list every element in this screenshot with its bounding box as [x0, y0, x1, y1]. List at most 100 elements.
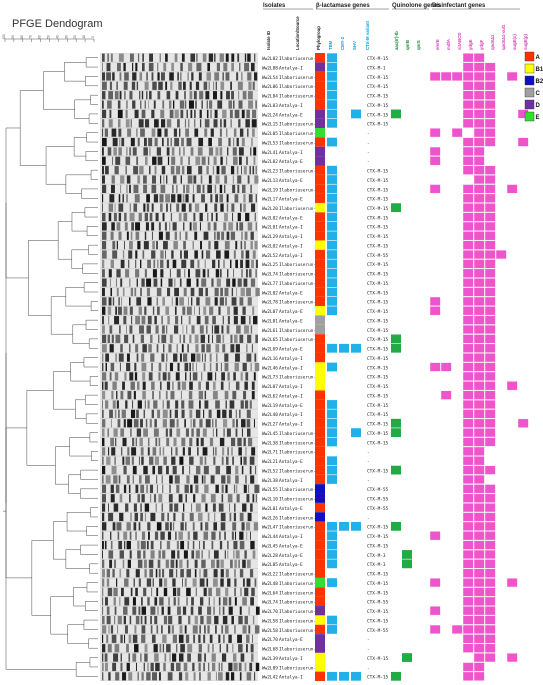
gel-band	[153, 644, 158, 653]
gel-band	[135, 62, 138, 72]
gel-band	[242, 578, 245, 587]
gel-band	[132, 400, 134, 409]
gel-band	[215, 625, 217, 634]
dendrogram-branch	[90, 301, 98, 311]
gel-band	[130, 287, 134, 297]
gel-band	[171, 250, 174, 259]
gel-band	[227, 550, 229, 559]
isolate-location: Antalya-I	[279, 534, 303, 540]
gel-band	[200, 437, 204, 447]
gel-band	[247, 559, 251, 568]
gel-band	[201, 475, 204, 484]
gel-band	[110, 531, 112, 540]
gel-band	[127, 419, 133, 428]
disinfectant-cell	[484, 296, 496, 306]
gel-band	[149, 147, 151, 156]
isolate-location: Ilaboriuserun-I	[279, 468, 319, 474]
gel-band	[250, 231, 254, 240]
gel-band	[174, 137, 180, 147]
tem-cell	[327, 109, 337, 119]
gel-band	[124, 597, 130, 606]
gel-band	[199, 456, 203, 465]
gel-band	[184, 578, 187, 587]
gel-band	[225, 672, 230, 681]
gel-band	[128, 250, 133, 259]
gel-band	[126, 644, 129, 653]
gel-lane	[100, 222, 258, 231]
gel-band	[210, 128, 214, 137]
gel-band	[144, 503, 150, 512]
ctxm-variant: CTX-M-55	[367, 628, 389, 634]
gel-band	[199, 325, 204, 334]
gel-band	[219, 531, 221, 540]
gel-band	[231, 672, 235, 681]
dendrogram-branch	[5, 352, 77, 670]
gel-band	[222, 606, 225, 615]
gel-band	[162, 419, 167, 428]
gel-band	[176, 184, 178, 193]
gel-band	[138, 475, 142, 484]
isolate-row: Ww2L52 Ilaboriuserun-I CTX-M-15	[262, 465, 496, 475]
gel-band	[208, 241, 211, 250]
gel-band	[176, 419, 179, 428]
isolate-row: Ww2L29 Antalya-I CTX-M-15	[262, 231, 496, 241]
gel-band	[251, 137, 253, 147]
gel-band	[206, 72, 212, 81]
gel-band	[213, 569, 218, 578]
gel-band	[102, 409, 104, 418]
isolate-row: Ww2L47 Ilaboriuserun-I CTX-M-15	[262, 521, 496, 532]
gel-band	[186, 184, 190, 193]
isolate-id: Ww2L01	[262, 318, 278, 324]
gel-band	[132, 334, 135, 343]
gel-band	[207, 62, 211, 72]
gel-band	[105, 475, 111, 484]
gel-band	[236, 137, 239, 147]
gel-band	[230, 119, 232, 128]
gel-band	[226, 325, 230, 334]
disinfectant-gene-header: emrE	[435, 39, 440, 50]
gel-band	[161, 166, 166, 175]
gel-band	[146, 578, 152, 587]
gel-band	[161, 503, 164, 512]
ctxm-variant: CTX-M-15	[367, 384, 389, 390]
gel-band	[180, 175, 182, 184]
gel-band	[229, 400, 235, 409]
gel-band	[192, 522, 195, 531]
gel-band	[200, 522, 203, 531]
gel-band	[102, 259, 105, 268]
isolate-id: Ww2L24	[262, 112, 278, 118]
gel-band	[220, 559, 224, 568]
gel-band	[154, 531, 159, 540]
gel-band	[204, 475, 206, 484]
disinfectant-cell	[462, 231, 474, 241]
disinfectant-cell	[440, 71, 452, 82]
gel-band	[175, 559, 178, 568]
scale-tick-label: 20	[73, 35, 77, 39]
dendrogram-branch	[91, 451, 98, 461]
gel-band	[184, 91, 186, 100]
gel-band	[243, 484, 247, 493]
phylogroup-cell	[315, 71, 325, 82]
disinfectant-cell	[462, 465, 474, 475]
gel-band	[180, 62, 183, 72]
gel-band	[188, 297, 189, 306]
gel-band	[228, 409, 232, 418]
gel-band	[180, 569, 184, 578]
phylogroup-cell	[315, 606, 325, 616]
gel-band	[102, 81, 107, 90]
tem-cell	[327, 671, 337, 681]
gel-band	[109, 278, 111, 287]
gel-band	[144, 306, 147, 315]
gel-band	[200, 241, 203, 250]
gel-band	[104, 381, 108, 390]
ctxm-variant: -	[367, 451, 370, 456]
gel-band	[197, 653, 202, 662]
gel-band	[234, 109, 240, 119]
isolate-row: Ww2L77 Ilaboriuserun-I CTX-M-15	[262, 277, 496, 288]
gel-band	[191, 597, 194, 606]
gel-band	[254, 175, 259, 184]
gel-band	[118, 194, 121, 203]
gel-band	[156, 297, 159, 306]
gel-lane	[100, 456, 258, 466]
isolate-id: Ww2L23	[262, 169, 278, 175]
